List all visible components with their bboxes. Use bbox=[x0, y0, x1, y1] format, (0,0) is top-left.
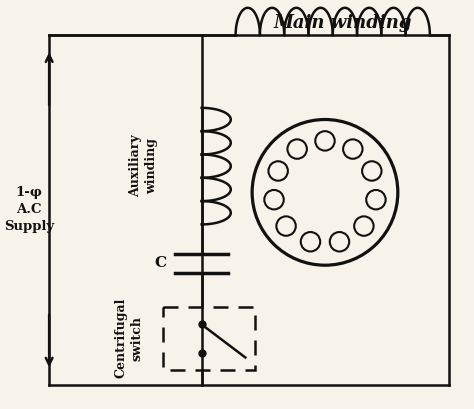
Text: 1-φ
A.C
Supply: 1-φ A.C Supply bbox=[4, 187, 54, 234]
Text: C: C bbox=[155, 256, 167, 270]
Text: Centrifugal
switch: Centrifugal switch bbox=[114, 298, 143, 378]
Bar bbox=[163, 307, 255, 370]
Text: Main winding: Main winding bbox=[273, 14, 412, 32]
Text: Auxiliary
winding: Auxiliary winding bbox=[129, 135, 158, 198]
